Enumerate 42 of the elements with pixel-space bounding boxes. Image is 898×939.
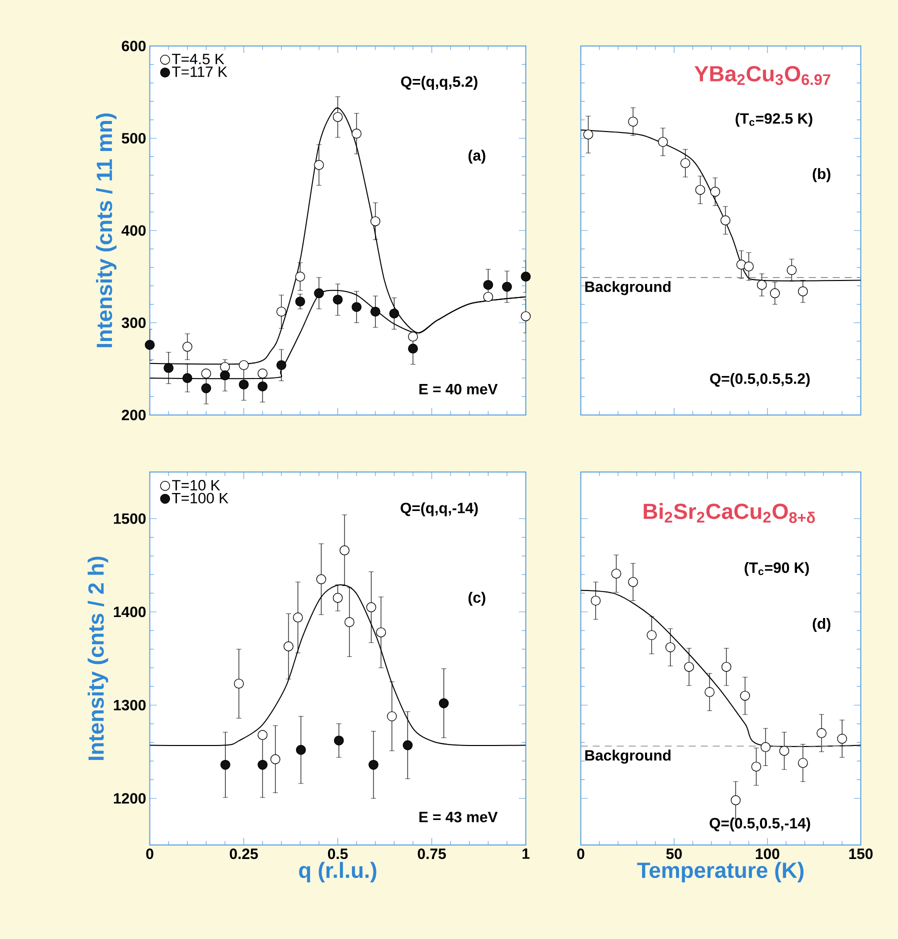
x-tick-label: 0.5 (328, 848, 348, 860)
text: YBa$_{2}$Cu$_{3}$O$_{6.97}$ (694, 66, 830, 86)
y-tick-label: 1300 (114, 700, 146, 710)
y-tick-label: 400 (122, 225, 146, 236)
legend-label: T=117 K (172, 66, 228, 77)
y-tick-label: 1500 (114, 513, 146, 524)
ref-line-label: Background (585, 750, 671, 764)
x-tick-label: 1 (522, 848, 530, 859)
x-tick-label: 0 (577, 848, 584, 860)
x-tick-label: 0.25 (230, 848, 258, 860)
y-tick-label: 1400 (114, 606, 146, 618)
annotation: (c) (468, 592, 486, 606)
legend-label: T=10 K (172, 480, 220, 490)
legend-label: T=100 K (172, 492, 228, 504)
y-tick-label: 200 (122, 410, 146, 420)
ref-line-label: Background (585, 281, 671, 296)
x-axis-title: Temperature (K) (637, 862, 804, 882)
annotation: Q=(0.5,0.5,-14) (710, 818, 810, 832)
text: Bi$_{2}$Sr$_{2}$CaCu$_{2}$O$_{8+δ}$ (644, 503, 815, 524)
y-tick-label: 300 (122, 317, 146, 328)
x-tick-label: 0.75 (418, 848, 446, 860)
y-axis-title: Intensity (cnts / 2 h) (88, 556, 108, 760)
annotation: (b) (812, 168, 830, 182)
y-tick-label: 1200 (114, 793, 146, 804)
y-tick-label: 600 (122, 40, 146, 52)
x-axis-title: q (r.l.u.) (299, 862, 376, 882)
annotation: Q=(0.5,0.5,5.2) (710, 372, 810, 387)
annotation: E = 43 meV (420, 812, 498, 822)
annotation: (T$_{c}$=92.5 K) (736, 112, 812, 127)
annotation: Q=(q,q,5.2) (401, 76, 478, 90)
annotation: (T$_{c}$=90 K) (744, 562, 809, 576)
x-tick-label: 100 (756, 848, 780, 860)
annotation: (a) (468, 150, 486, 164)
x-tick-label: 50 (666, 848, 682, 860)
annotation: Q=(q,q,-14) (400, 502, 478, 516)
x-tick-label: 150 (849, 848, 873, 860)
annotation: (d) (812, 618, 830, 632)
legend-label: T=4.5 K (172, 54, 224, 64)
annotation: E = 40 meV (420, 384, 498, 394)
y-tick-label: 500 (122, 132, 146, 144)
x-tick-label: 0 (146, 848, 154, 860)
y-axis-title: Intensity (cnts / 11 mn) (96, 113, 117, 348)
